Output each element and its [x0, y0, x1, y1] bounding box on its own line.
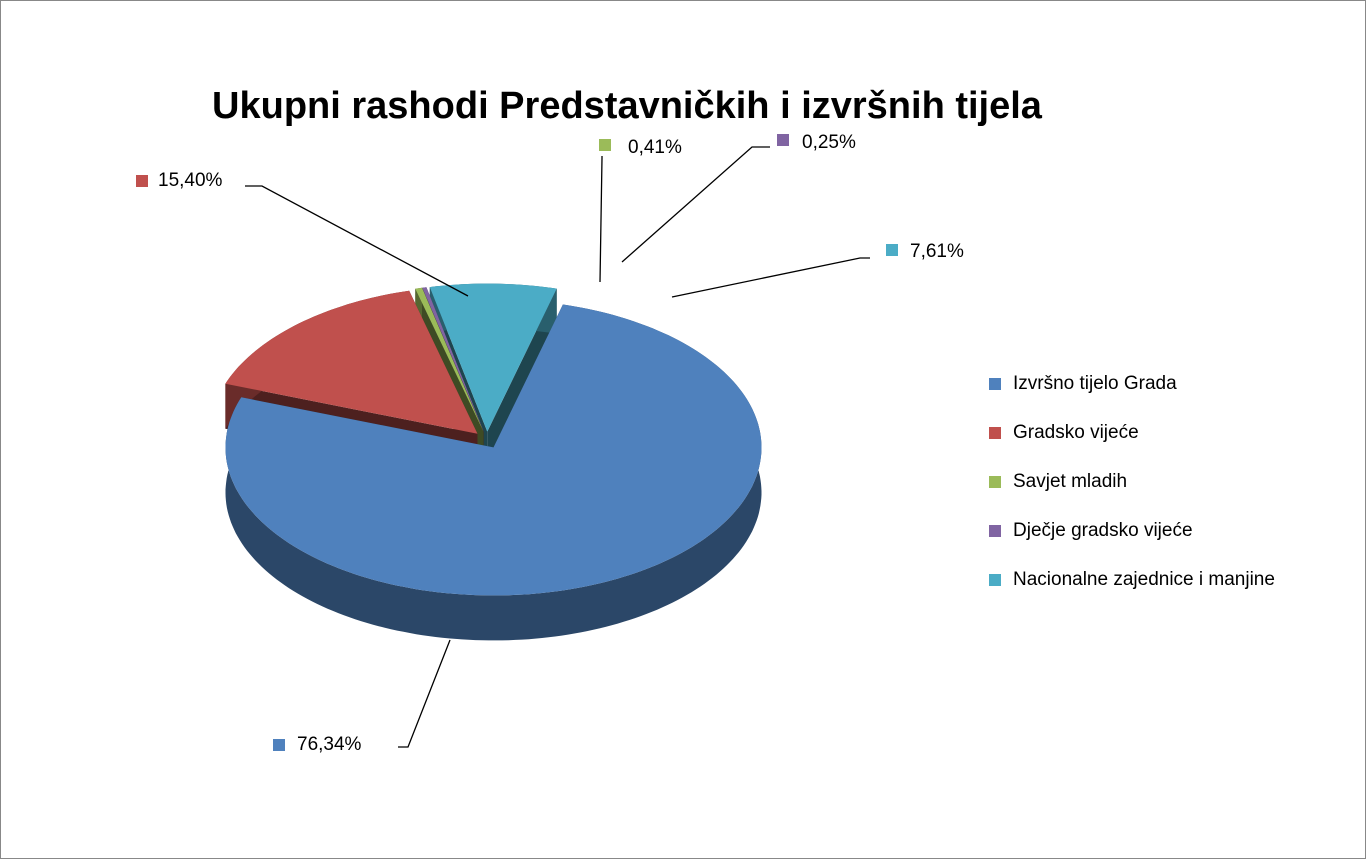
- legend-swatch: [989, 525, 1001, 537]
- data-label: 0,25%: [802, 132, 856, 153]
- leader-line: [599, 156, 603, 283]
- legend-label: Gradsko vijeće: [1013, 422, 1139, 443]
- label-key: [599, 139, 611, 151]
- data-label: 0,41%: [628, 137, 682, 158]
- leader-line: [671, 257, 870, 298]
- leader-line: [245, 185, 469, 297]
- legend-label: Savjet mladih: [1013, 471, 1127, 492]
- label-key: [777, 134, 789, 146]
- legend-label: Izvršno tijelo Grada: [1013, 373, 1177, 394]
- chart-title: Ukupni rashodi Predstavničkih i izvršnih…: [212, 85, 1043, 127]
- leader-line: [398, 639, 451, 748]
- slice-top: [422, 287, 484, 432]
- legend-swatch: [989, 476, 1001, 488]
- legend-swatch: [989, 574, 1001, 586]
- legend-label: Dječje gradsko vijeće: [1013, 520, 1193, 541]
- slice-top: [429, 283, 557, 432]
- data-label: 76,34%: [297, 734, 362, 755]
- slice-top: [415, 287, 484, 432]
- label-key: [136, 175, 148, 187]
- slice-top: [225, 290, 478, 434]
- slice: [225, 304, 762, 641]
- legend-swatch: [989, 378, 1001, 390]
- slice-top: [225, 304, 762, 596]
- legend-label: Nacionalne zajednice i manjine: [1013, 569, 1275, 590]
- data-label: 7,61%: [910, 241, 964, 262]
- leader-line: [621, 146, 770, 263]
- legend-swatch: [989, 427, 1001, 439]
- label-key: [886, 244, 898, 256]
- data-label: 15,40%: [158, 170, 223, 191]
- label-key: [273, 739, 285, 751]
